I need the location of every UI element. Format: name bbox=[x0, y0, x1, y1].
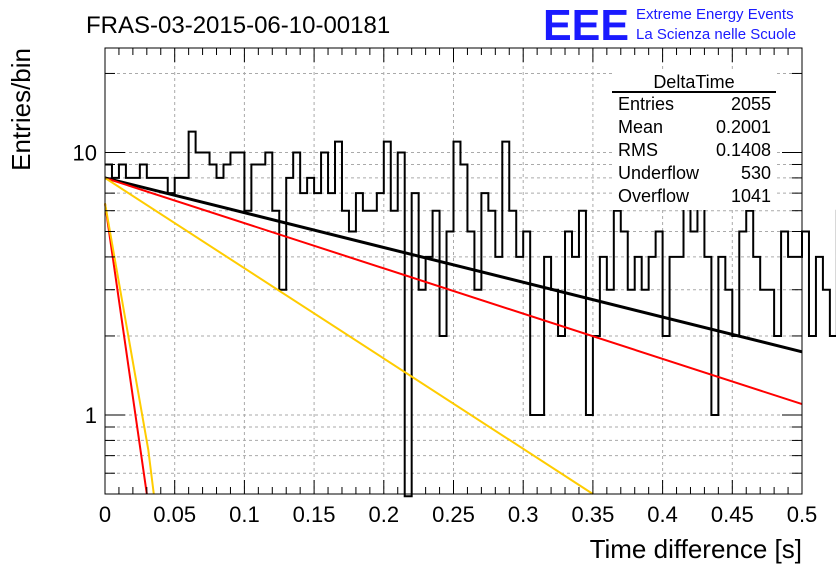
x-tick-label: 0.15 bbox=[293, 502, 336, 527]
y-tick-label: 10 bbox=[73, 140, 97, 165]
y-tick-label: 1 bbox=[85, 403, 97, 428]
stats-row-label: Entries bbox=[618, 94, 674, 114]
x-axis-label: Time difference [s] bbox=[590, 534, 802, 564]
stats-box-title: DeltaTime bbox=[653, 72, 734, 92]
stats-row-value: 2055 bbox=[731, 94, 771, 114]
stats-box-rows: Entries 2055 Mean 0.2001 RMS 0.1408 Underflow 5… bbox=[618, 94, 771, 206]
fit-line-3 bbox=[104, 177, 594, 495]
stats-row-value: 530 bbox=[741, 163, 771, 183]
stats-row-value: 0.1408 bbox=[716, 140, 771, 160]
chart-title: FRAS-03-2015-06-10-00181 bbox=[86, 12, 390, 39]
x-axis-ticks: 0 0.05 0.1 0.15 0.2 0.25 0.3 0.35 0.4 0.45 0.5 bbox=[99, 48, 817, 527]
fit-lines bbox=[104, 176, 803, 495]
x-tick-label: 0.35 bbox=[571, 502, 614, 527]
y-axis-label: Entries/bin bbox=[6, 48, 36, 171]
fit-line-1 bbox=[104, 176, 803, 354]
stats-row-label: Mean bbox=[618, 117, 663, 137]
fit-line-4 bbox=[104, 203, 148, 495]
stats-box-bg bbox=[612, 70, 776, 210]
x-tick-label: 0.4 bbox=[647, 502, 678, 527]
stats-row-label: RMS bbox=[618, 140, 658, 160]
fit-line-5 bbox=[104, 203, 155, 495]
stats-row-label: Overflow bbox=[618, 186, 690, 206]
x-tick-label: 0.5 bbox=[787, 502, 818, 527]
eee-logo: EEE Extreme Energy Events La Scienza nel… bbox=[543, 1, 796, 50]
x-tick-label: 0.3 bbox=[508, 502, 539, 527]
stats-row-value: 1041 bbox=[731, 186, 771, 206]
histogram-layer bbox=[105, 130, 836, 498]
x-tick-label: 0.2 bbox=[369, 502, 400, 527]
x-tick-label: 0.25 bbox=[432, 502, 475, 527]
histogram-steps bbox=[105, 130, 836, 498]
x-tick-label: 0.1 bbox=[229, 502, 260, 527]
stats-box: DeltaTime Entries 2055 Mean 0.2001 RMS 0.1408… bbox=[612, 70, 776, 210]
x-tick-label: 0 bbox=[99, 502, 111, 527]
eee-logo-mark: EEE bbox=[543, 1, 629, 50]
y-axis-ticks: 1 10 bbox=[73, 72, 802, 474]
stats-row-label: Underflow bbox=[618, 163, 700, 183]
eee-logo-line1: Extreme Energy Events bbox=[636, 6, 794, 23]
fit-line-2 bbox=[104, 176, 803, 406]
eee-logo-line2: La Scienza nelle Scuole bbox=[636, 26, 796, 43]
stats-row-value: 0.2001 bbox=[716, 117, 771, 137]
x-tick-label: 0.45 bbox=[711, 502, 754, 527]
x-tick-label: 0.05 bbox=[153, 502, 196, 527]
